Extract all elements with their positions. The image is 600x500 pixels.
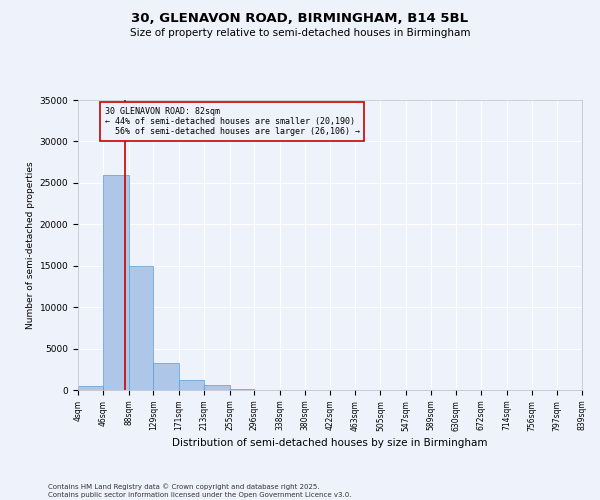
Text: 30 GLENAVON ROAD: 82sqm
← 44% of semi-detached houses are smaller (20,190)
  56%: 30 GLENAVON ROAD: 82sqm ← 44% of semi-de… [104,106,359,136]
Bar [103,174,129,390]
Bar [179,380,204,390]
Y-axis label: Number of semi-detached properties: Number of semi-detached properties [26,161,35,329]
Bar [78,386,103,390]
Text: 30, GLENAVON ROAD, BIRMINGHAM, B14 5BL: 30, GLENAVON ROAD, BIRMINGHAM, B14 5BL [131,12,469,26]
X-axis label: Distribution of semi-detached houses by size in Birmingham: Distribution of semi-detached houses by … [172,438,488,448]
Bar [154,364,179,390]
Text: Contains HM Land Registry data © Crown copyright and database right 2025.
Contai: Contains HM Land Registry data © Crown c… [48,484,352,498]
Bar [204,385,230,390]
Bar [129,266,154,390]
Text: Size of property relative to semi-detached houses in Birmingham: Size of property relative to semi-detach… [130,28,470,38]
